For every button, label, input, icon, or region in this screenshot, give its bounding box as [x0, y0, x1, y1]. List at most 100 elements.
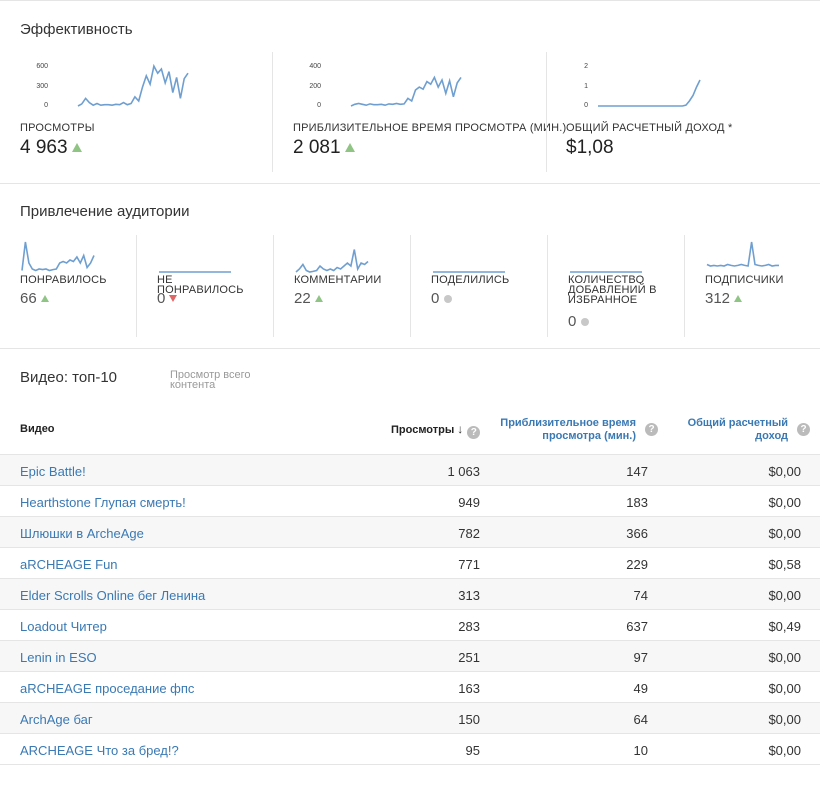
sparkline-series: [77, 63, 189, 107]
table-row: Epic Battle! 1 063 147 $0,00: [0, 454, 820, 486]
trend-down-icon: [169, 295, 178, 302]
y-tick-label: 400: [309, 63, 321, 70]
section-divider: [0, 348, 820, 349]
help-icon[interactable]: ?: [797, 423, 810, 436]
table-row: Hearthstone Глупая смерть! 949 183 $0,00: [0, 485, 820, 517]
metric-label: ПОНРАВИЛОСЬ: [20, 274, 107, 286]
views-value: 95: [465, 743, 480, 758]
metric-value: 0: [157, 290, 178, 307]
video-title-link[interactable]: aRCHEAGE проседание фпс: [20, 681, 195, 696]
revenue-value: $0,00: [768, 526, 801, 541]
metric-value: 66: [20, 290, 49, 307]
views-value: 283: [458, 619, 480, 634]
views-value: 771: [458, 557, 480, 572]
watch-time-value: 49: [633, 681, 648, 696]
table-row: Lenin in ESO 251 97 $0,00: [0, 640, 820, 672]
video-title-link[interactable]: aRCHEAGE Fun: [20, 557, 118, 572]
top-divider: [0, 0, 820, 1]
help-icon[interactable]: ?: [467, 426, 481, 439]
watch-time-value: 366: [626, 526, 648, 541]
y-tick-label: 0: [44, 102, 48, 109]
metric-label: НЕ ПОНРАВИЛОСЬ: [157, 274, 244, 296]
views-value: 313: [458, 588, 480, 603]
sparkline-series: [706, 241, 779, 267]
watch-time-value: 183: [626, 495, 648, 510]
table-row: aRCHEAGE проседание фпс 163 49 $0,00: [0, 671, 820, 703]
metric-value: 2 081: [293, 137, 355, 159]
sparkline-series: [21, 241, 95, 272]
metric-value-number: 0: [157, 290, 166, 307]
video-title-link[interactable]: ARCHEAGE Что за бред!?: [20, 743, 179, 758]
column-header-revenue[interactable]: Общий расчетный доход: [687, 417, 788, 442]
metric-label: ПРОСМОТРЫ: [20, 122, 95, 134]
divider: [272, 52, 273, 172]
sparkline-series: [350, 75, 462, 107]
sparkline-chart: [350, 75, 462, 107]
divider: [546, 52, 547, 172]
column-header-views-label: Просмотры: [391, 424, 455, 436]
revenue-value: $0,49: [768, 619, 801, 634]
all-content-link[interactable]: Просмотр всего контента: [170, 369, 251, 391]
table-row: ArchAge баг 150 64 $0,00: [0, 702, 820, 734]
metric-value-number: 0: [431, 290, 440, 307]
sort-down-icon[interactable]: ↓: [457, 422, 464, 436]
revenue-value: $0,00: [768, 743, 801, 758]
metric-value-number: 312: [705, 290, 731, 307]
metric-value: $1,08: [566, 137, 614, 159]
divider: [410, 235, 411, 337]
video-title-link[interactable]: ArchAge баг: [20, 712, 93, 727]
divider: [273, 235, 274, 337]
sparkline-series: [295, 249, 369, 273]
views-value: 163: [458, 681, 480, 696]
y-tick-label: 300: [36, 83, 48, 90]
video-title-link[interactable]: Hearthstone Глупая смерть!: [20, 495, 186, 510]
revenue-value: $0,00: [768, 495, 801, 510]
help-icon[interactable]: ?: [645, 423, 658, 436]
metric-value-number: 66: [20, 290, 37, 307]
metric-value-number: 2 081: [293, 137, 341, 158]
views-value: 1 063: [447, 464, 480, 479]
watch-time-value: 97: [633, 650, 648, 665]
metric-value: 0: [431, 290, 453, 307]
trend-up-icon: [344, 143, 355, 152]
watch-time-value: 10: [633, 743, 648, 758]
y-tick-label: 0: [317, 102, 321, 109]
divider: [547, 235, 548, 337]
metric-label: КОММЕНТАРИИ: [294, 274, 382, 286]
revenue-value: $0,00: [768, 712, 801, 727]
neutral-dot-icon: [444, 295, 453, 303]
metric-label: ПОДПИСЧИКИ: [705, 274, 784, 286]
table-row: Loadout Читер 283 637 $0,49: [0, 609, 820, 641]
sparkline-chart: [706, 241, 779, 267]
divider: [684, 235, 685, 337]
sparkline-chart: [21, 241, 95, 272]
video-title-link[interactable]: Elder Scrolls Online бег Ленина: [20, 588, 206, 603]
metric-label: КОЛИЧЕСТВО ДОБАВЛЕНИЙ В ИЗБРАННОЕ: [568, 274, 657, 306]
sparkline-chart: [570, 271, 642, 273]
neutral-dot-icon: [581, 318, 590, 326]
video-title-link[interactable]: Lenin in ESO: [20, 650, 97, 665]
table-row: Шлюшки в ArcheAge 782 366 $0,00: [0, 516, 820, 548]
column-header-views[interactable]: Просмотры ↓?: [391, 422, 481, 439]
trend-up-icon: [314, 295, 323, 302]
metric-value-number: 4 963: [20, 137, 68, 158]
y-tick-label: 200: [309, 83, 321, 90]
video-title-link[interactable]: Epic Battle!: [20, 464, 86, 479]
metric-value-number: $1,08: [566, 137, 614, 158]
watch-time-value: 637: [626, 619, 648, 634]
metric-value: 0: [568, 313, 590, 330]
table-bottom-divider: [0, 764, 820, 765]
table-row: aRCHEAGE Fun 771 229 $0,58: [0, 547, 820, 579]
metric-value: 312: [705, 290, 743, 307]
video-title-link[interactable]: Loadout Читер: [20, 619, 107, 634]
videos-title: Видео: топ-10: [20, 369, 118, 386]
metric-value: 4 963: [20, 137, 82, 159]
column-header-watch-time[interactable]: Приблизительное время просмотра (мин.): [500, 417, 636, 442]
sparkline-series: [598, 79, 701, 107]
sparkline-chart: [77, 63, 189, 107]
video-title-link[interactable]: Шлюшки в ArcheAge: [20, 526, 144, 541]
metric-value-number: 22: [294, 290, 311, 307]
divider: [136, 235, 137, 337]
views-value: 949: [458, 495, 480, 510]
watch-time-value: 147: [626, 464, 648, 479]
